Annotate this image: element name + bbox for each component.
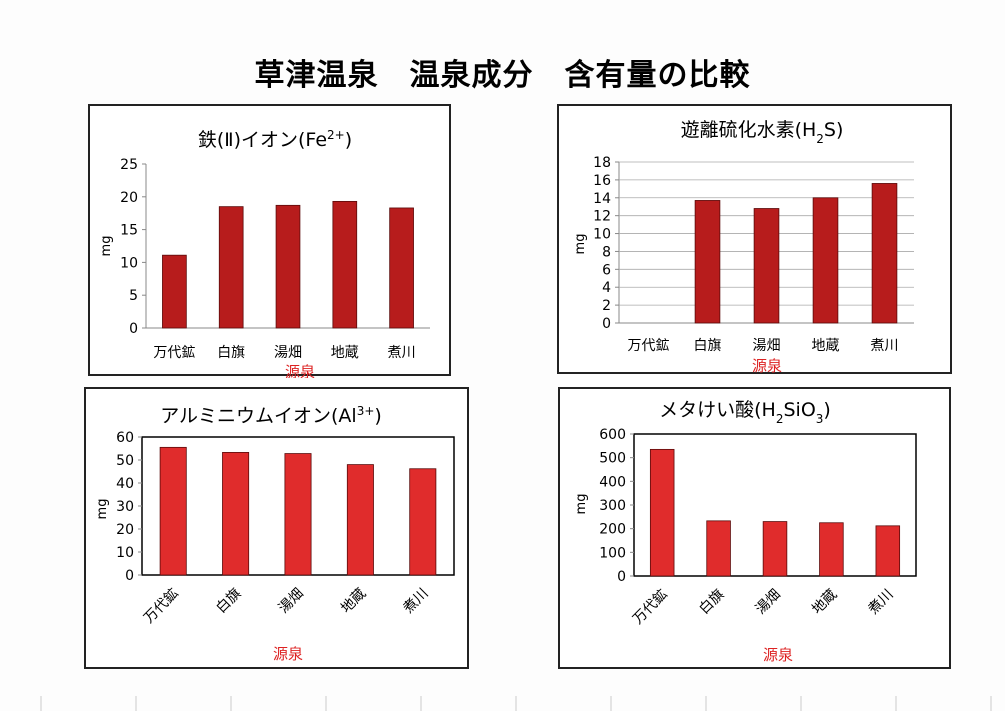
x-axis-label: 源泉 [763,646,793,664]
y-tick-label: 0 [125,568,134,584]
bar [346,464,374,576]
chart-title: 鉄(Ⅱ)イオン(Fe2+) [198,128,352,151]
y-tick-label: 400 [599,474,626,490]
y-tick-label: 500 [599,451,626,467]
y-tick-label: 8 [602,244,611,260]
x-tick-label: 地蔵 [338,586,369,617]
chart-panel-hydrogen-sulfide: 遊離硫化水素(H2S) 0 2 4 6 8 10 12 14 16 18 mg 万代鉱 白旗 湯畑 地蔵 煮川源… [557,104,952,375]
bar [649,448,675,577]
y-axis-label: mg [95,499,110,520]
x-tick-label: 地蔵 [331,345,359,361]
x-axis-label: 源泉 [285,363,315,378]
bar [284,453,312,576]
x-tick-label: 煮川 [871,338,899,354]
x-tick-label: 白旗 [213,586,244,617]
y-tick-label: 40 [116,476,134,492]
chart-title: メタけい酸(H2SiO3) [659,399,831,426]
x-tick-label: 煮川 [401,586,432,617]
y-axis-label: mg [574,494,589,515]
chart-title: アルミニウムイオン(Al3+) [160,404,382,427]
y-tick-label: 4 [602,280,611,296]
x-tick-label: 湯畑 [753,337,781,354]
x-axis-label: 源泉 [752,357,782,375]
y-tick-label: 5 [129,288,138,304]
x-tick-label: 白旗 [217,345,245,361]
bar [222,452,250,576]
scan-artifact [0,696,1005,711]
bar [218,206,244,329]
y-tick-label: 16 [593,173,611,189]
y-tick-label: 20 [120,190,138,206]
y-tick-label: 12 [593,209,611,225]
chart-panel-metasilicic-acid: メタけい酸(H2SiO3) 0 100 200 300 400 500 600 mg 万代鉱 白旗湯… [558,387,951,669]
x-tick-label: 湯畑 [275,585,307,617]
y-axis-label: mg [99,236,114,257]
y-tick-label: 10 [593,227,611,243]
x-tick-label: 地蔵 [812,338,840,354]
x-tick-label: 白旗 [696,587,727,618]
bar [875,525,901,577]
bar [275,204,301,329]
y-tick-label: 600 [599,427,626,443]
y-tick-label: 6 [602,262,611,278]
y-tick-label: 10 [120,255,138,271]
bar [694,200,721,324]
y-tick-label: 0 [617,569,626,585]
y-tick-label: 300 [599,498,626,514]
y-tick-label: 25 [120,157,138,173]
x-tick-label: 万代鉱 [629,586,671,628]
bar [812,197,839,324]
chart-svg: アルミニウムイオン(Al3+) 0 10 20 30 40 50 60 mg 万代鉱 白旗 湯畑 地蔵 煮… [95,404,455,663]
bar [332,200,358,329]
page-title: 草津温泉 温泉成分 含有量の比較 [254,58,751,93]
bar [159,446,187,576]
y-tick-label: 100 [599,545,626,561]
bar [762,521,788,577]
bar [753,208,780,324]
bar [706,520,731,577]
y-tick-label: 0 [129,321,138,337]
x-tick-label: 湯畑 [752,586,784,618]
y-tick-label: 2 [602,298,611,314]
y-axis-label: mg [573,234,588,255]
y-tick-label: 30 [116,499,134,515]
chart-svg: メタけい酸(H2SiO3) 0 100 200 300 400 500 600 mg 万代鉱 白旗湯… [574,399,917,664]
chart-title: 遊離硫化水素(H2S) [681,119,844,146]
y-tick-label: 14 [593,191,611,207]
x-tick-label: 煮川 [866,587,897,618]
chart-panel-aluminium: アルミニウムイオン(Al3+) 0 10 20 30 40 50 60 mg 万代鉱 白旗 湯畑 地蔵 煮… [84,387,469,669]
chart-svg: 遊離硫化水素(H2S) 0 2 4 6 810 12 14 16 18 mg 万代鉱 白旗 湯畑 地蔵 煮川源… [573,119,914,375]
x-axis-label: 源泉 [273,645,303,663]
y-tick-label: 20 [116,522,134,538]
bar [819,522,844,577]
chart-panel-iron: 鉄(Ⅱ)イオン(Fe2+) 0 5 10 15 20 25 mg 万代鉱 白旗 湯畑 地蔵 煮川源泉 [88,104,451,378]
y-tick-label: 15 [120,223,138,239]
y-tick-label: 18 [593,155,611,171]
x-tick-label: 地蔵 [809,587,840,618]
bar [871,183,898,324]
y-tick-label: 50 [116,453,134,469]
bar [389,207,414,329]
bar [409,468,437,576]
y-tick-label: 60 [116,430,134,446]
y-tick-label: 200 [599,522,626,538]
x-tick-label: 白旗 [694,338,722,354]
x-tick-label: 湯畑 [274,344,302,361]
bar [162,254,187,329]
x-tick-label: 煮川 [388,345,416,361]
y-tick-label: 10 [116,545,134,561]
x-tick-label: 万代鉱 [153,344,195,361]
y-tick-label: 0 [602,316,611,332]
x-tick-label: 万代鉱 [140,585,182,627]
x-tick-label: 万代鉱 [628,337,670,354]
